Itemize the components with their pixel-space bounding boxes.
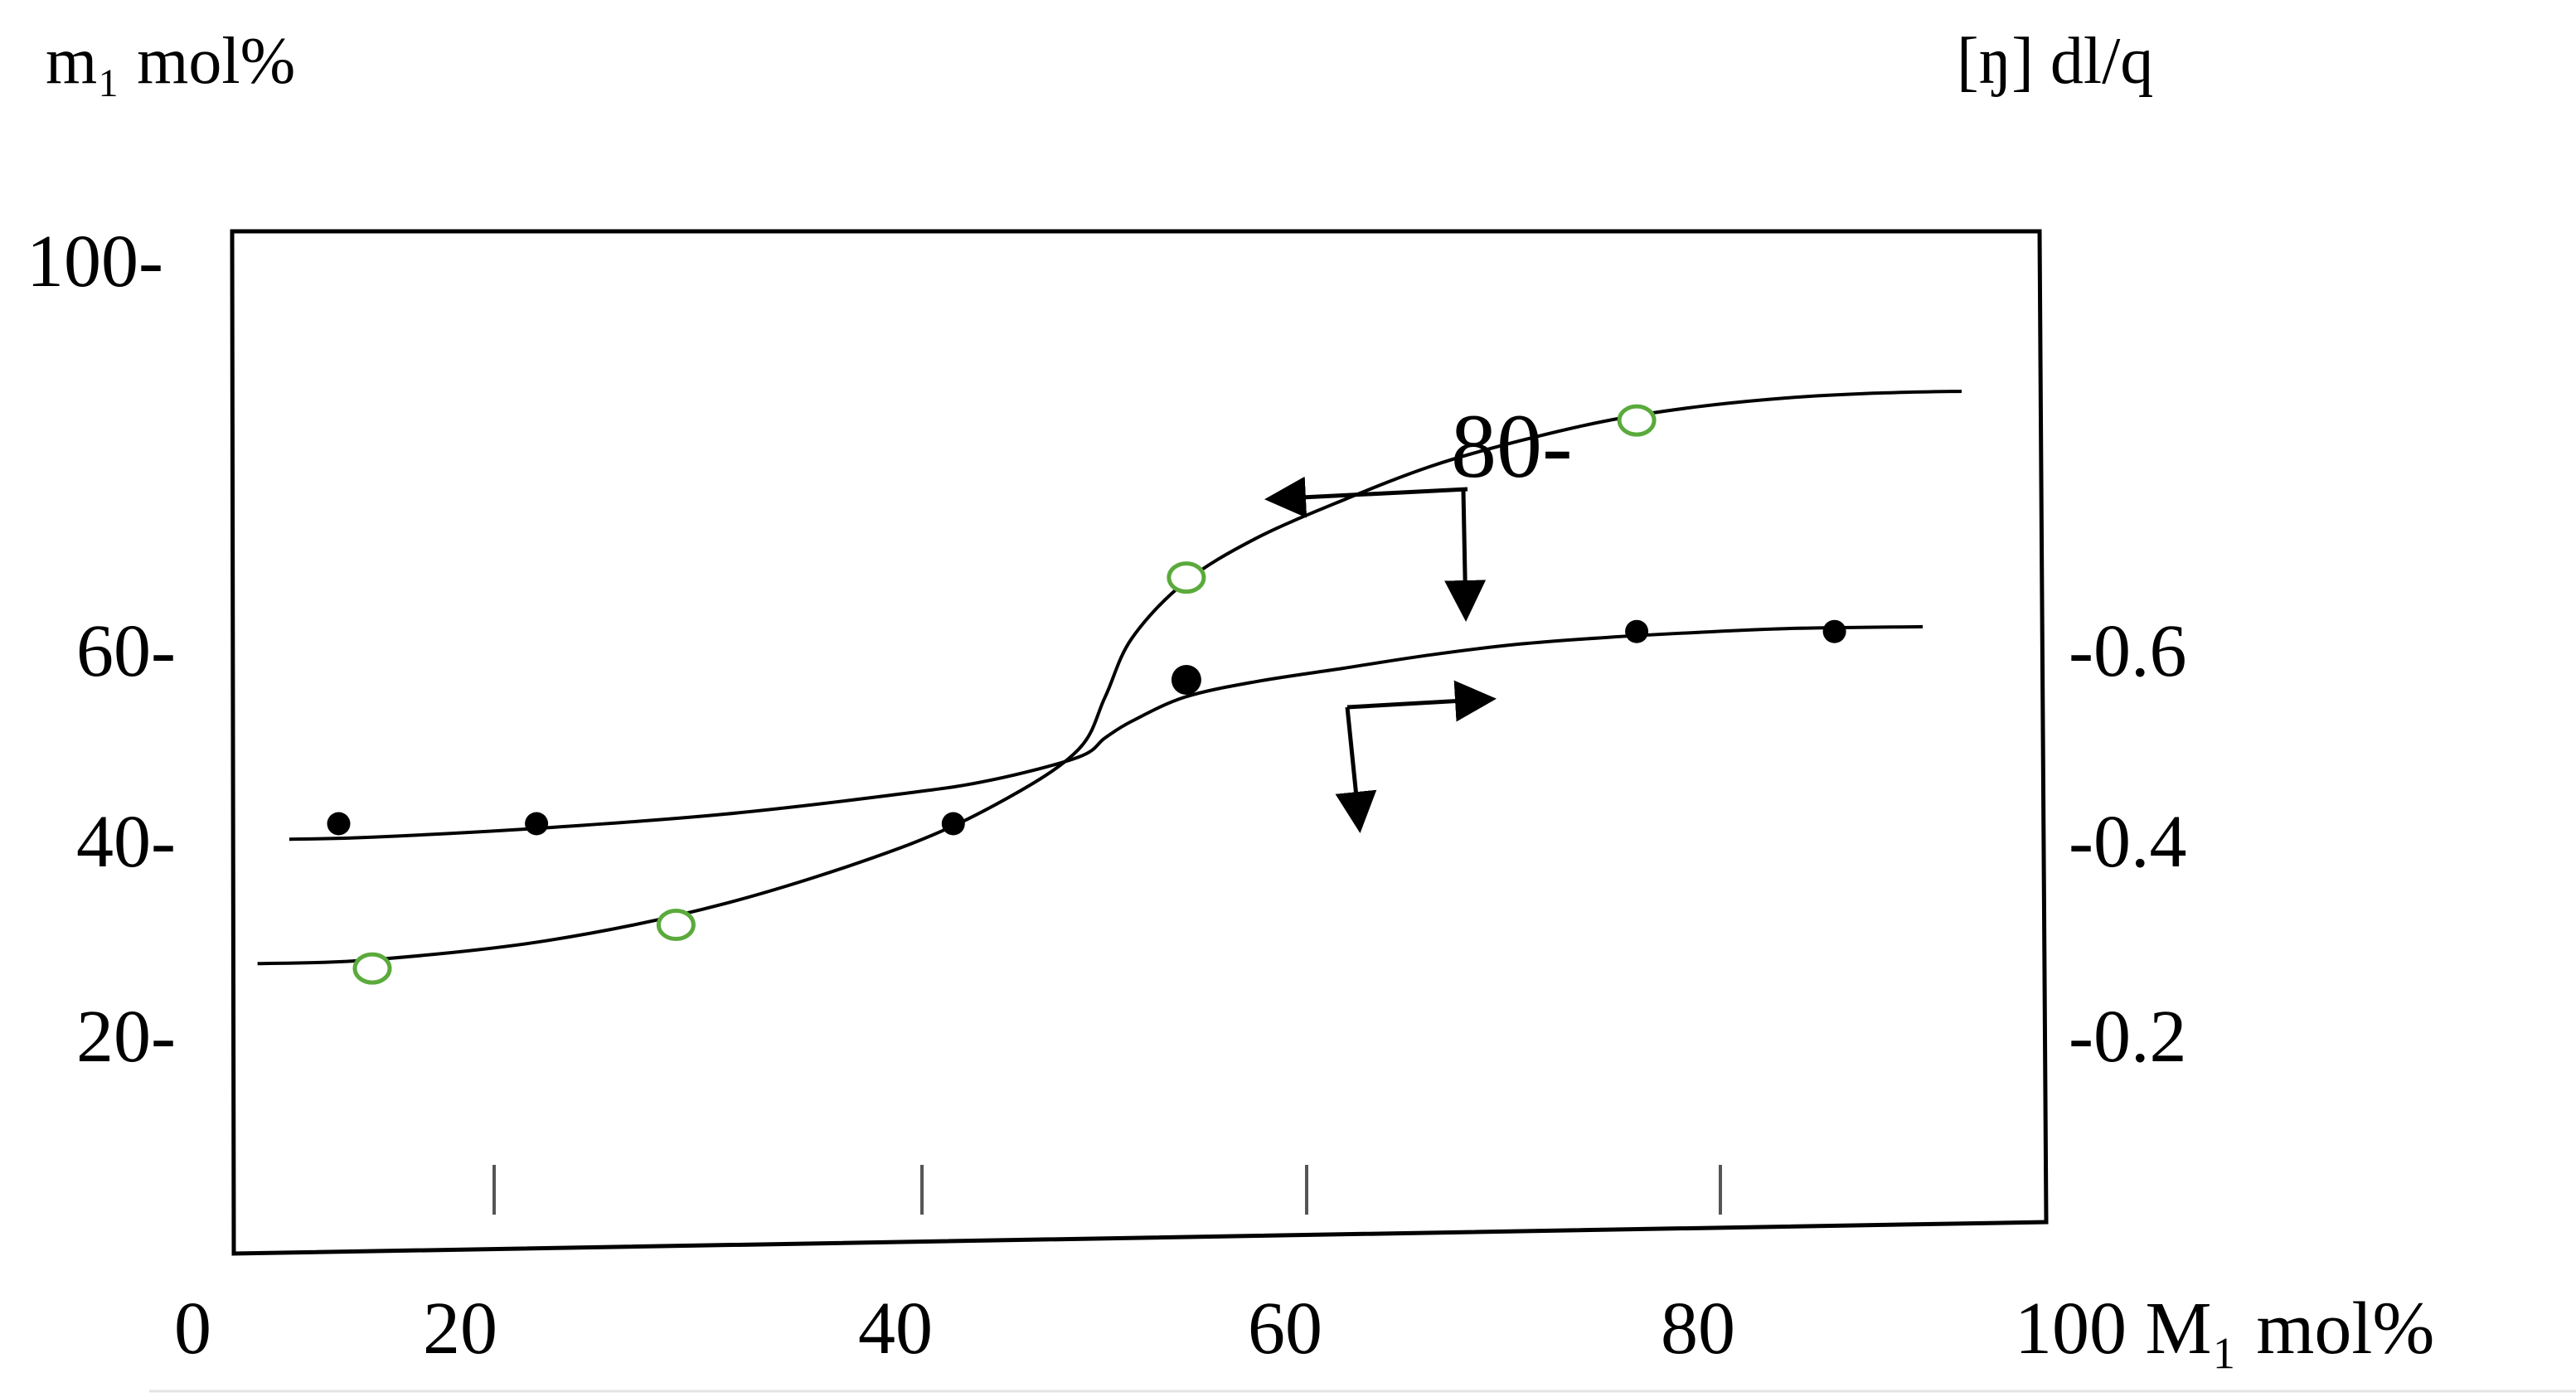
y-right-tick-0-2: -0.2 [2069,996,2186,1078]
x-tick-label-40: 40 [858,1288,933,1370]
open-series-left-arrow [1264,476,1468,518]
x-tick-label-20: 20 [423,1288,497,1370]
filled-point-2 [941,812,965,836]
x-tick-label-60: 60 [1248,1288,1322,1370]
filled-point-3 [1171,665,1201,695]
filled-point-0 [327,812,351,836]
filled-point-5 [1822,619,1846,643]
x-axis-label: 100 M₁ mol% [2015,1288,2434,1370]
filled-series-arrows [1335,680,1497,833]
x-tick-label-80: 80 [1661,1288,1735,1370]
open-point-0 [352,952,392,985]
series-filled-curve [289,624,1924,842]
y-right-tick-0-4: -0.4 [2069,801,2186,883]
open-point-3 [1617,404,1657,437]
filled-series-down-arrow [1335,706,1377,833]
points-layer [327,404,1846,985]
x-tick-label-0: 0 [174,1288,211,1370]
open-series-down-arrow [1444,490,1487,622]
filled-point-1 [525,812,549,836]
y-left-axis-label: m₁ mol% [46,25,295,98]
y-right-tick-0-6: -0.6 [2069,610,2186,692]
y-right-tick-80: 80- [1451,395,1573,497]
series-open-curve [257,390,1962,966]
filled-series-right-arrow [1346,680,1497,722]
y-left-tick-20: 20- [76,996,176,1078]
open-series-arrows [1264,476,1487,622]
y-left-tick-60: 60- [76,610,176,692]
y-left-tick-40: 40- [76,801,176,883]
open-point-1 [656,909,696,941]
y-left-tick-100: 100- [27,221,163,303]
plot-frame [230,229,2049,1256]
filled-point-4 [1625,619,1649,643]
open-point-2 [1167,561,1206,594]
y-right-axis-label: [ŋ] dl/q [1957,25,2153,98]
